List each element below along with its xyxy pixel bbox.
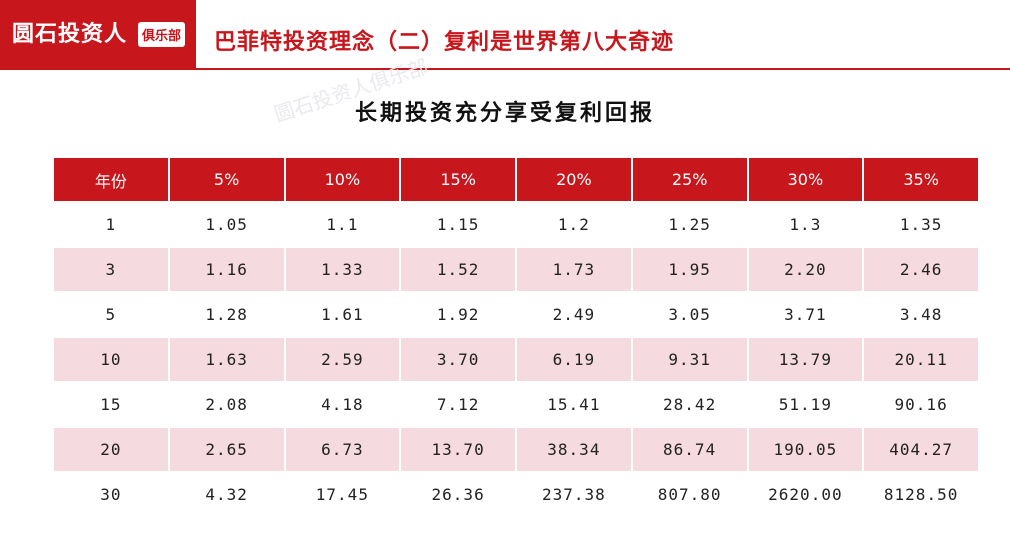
table-cell: 3.05 — [668, 305, 711, 324]
table-cell: 2.08 — [205, 395, 248, 414]
table-row: 20 2.65 6.73 13.70 38.34 86.74 190.05 40… — [54, 428, 978, 471]
header-divider — [196, 68, 1010, 70]
table-cell: 51.19 — [778, 395, 832, 414]
table-cell: 404.27 — [864, 428, 978, 471]
table-cell: 13.70 — [401, 428, 515, 471]
table-cell: 1 — [105, 215, 117, 234]
column-header: 25% — [632, 158, 747, 201]
returns-table: 年份 5% 10% 15% 20% 25% 30% 35% 1 1.05 1.1… — [52, 156, 980, 518]
table-cell: 1.52 — [401, 248, 515, 291]
logo-badge: 俱乐部 — [138, 22, 186, 47]
table-row: 15 2.08 4.18 7.12 15.41 28.42 51.19 90.1… — [54, 383, 978, 426]
table-cell: 190.05 — [748, 428, 863, 471]
table-cell: 237.38 — [541, 485, 606, 504]
table-cell: 6.19 — [517, 338, 631, 381]
table-cell: 6.73 — [285, 428, 400, 471]
table-cell: 3.48 — [899, 305, 943, 324]
table-cell: 2.20 — [748, 248, 863, 291]
table-cell: 2.59 — [285, 338, 400, 381]
table-cell: 1.35 — [899, 215, 943, 234]
table-cell: 2.46 — [864, 248, 978, 291]
table-cell: 15.41 — [547, 395, 601, 414]
column-header: 30% — [748, 158, 863, 201]
column-header: 35% — [864, 158, 978, 201]
table-cell: 28.42 — [663, 395, 717, 414]
table-cell: 2.49 — [552, 305, 596, 324]
table-cell: 1.73 — [517, 248, 631, 291]
table-cell: 1.16 — [169, 248, 284, 291]
table-cell: 1.25 — [668, 215, 711, 234]
table-cell: 5 — [105, 305, 117, 324]
table-cell: 26.36 — [431, 485, 485, 504]
table-cell: 807.80 — [657, 485, 722, 504]
column-header: 5% — [169, 158, 284, 201]
table-cell: 86.74 — [632, 428, 747, 471]
table-cell: 2.65 — [169, 428, 284, 471]
table-cell: 4.18 — [321, 395, 364, 414]
table-cell: 38.34 — [517, 428, 631, 471]
table-title: 长期投资充分享受复利回报 — [354, 100, 655, 126]
table-cell: 4.32 — [205, 485, 248, 504]
table-cell: 1.61 — [321, 305, 364, 324]
table-cell: 1.3 — [789, 215, 822, 234]
column-header: 20% — [517, 158, 631, 201]
logo-text: 圆石投资人 — [12, 22, 128, 47]
table-cell: 1.2 — [557, 215, 590, 234]
table-cell: 17.45 — [315, 485, 369, 504]
table-cell: 15 — [100, 395, 122, 414]
table-header-row: 年份 5% 10% 15% 20% 25% 30% 35% — [54, 158, 978, 201]
column-header: 10% — [285, 158, 400, 201]
table-cell: 7.12 — [436, 395, 480, 414]
table-cell: 1.92 — [436, 305, 480, 324]
table-row: 30 4.32 17.45 26.36 237.38 807.80 2620.0… — [54, 473, 978, 516]
table-cell: 1.1 — [326, 215, 359, 234]
table-cell: 3.71 — [784, 305, 827, 324]
table-cell: 1.95 — [632, 248, 747, 291]
table-cell: 3 — [54, 248, 168, 291]
table-cell: 8128.50 — [883, 485, 959, 504]
table-cell: 10 — [54, 338, 168, 381]
table-cell: 9.31 — [632, 338, 747, 381]
table-cell: 90.16 — [894, 395, 948, 414]
table-cell: 1.15 — [436, 215, 480, 234]
column-header: 年份 — [54, 158, 168, 201]
table-cell: 2620.00 — [768, 485, 843, 504]
table-row: 5 1.28 1.61 1.92 2.49 3.05 3.71 3.48 — [54, 293, 978, 336]
table-cell: 1.63 — [169, 338, 284, 381]
table-cell: 1.33 — [285, 248, 400, 291]
table-cell: 3.70 — [401, 338, 515, 381]
table-cell: 1.28 — [205, 305, 248, 324]
table-row: 3 1.16 1.33 1.52 1.73 1.95 2.20 2.46 — [54, 248, 978, 291]
table-row: 10 1.63 2.59 3.70 6.19 9.31 13.79 20.11 — [54, 338, 978, 381]
column-header: 15% — [401, 158, 515, 201]
page-title: 巴菲特投资理念（二）复利是世界第八大奇迹 — [214, 29, 675, 55]
table-cell: 13.79 — [748, 338, 863, 381]
table-row: 1 1.05 1.1 1.15 1.2 1.25 1.3 1.35 — [54, 203, 978, 246]
header: 圆石投资人 俱乐部 巴菲特投资理念（二）复利是世界第八大奇迹 — [0, 0, 1010, 70]
table-cell: 1.05 — [205, 215, 248, 234]
logo: 圆石投资人 俱乐部 — [0, 0, 196, 70]
table-cell: 30 — [100, 485, 122, 504]
table-cell: 20.11 — [864, 338, 978, 381]
table-cell: 20 — [54, 428, 168, 471]
